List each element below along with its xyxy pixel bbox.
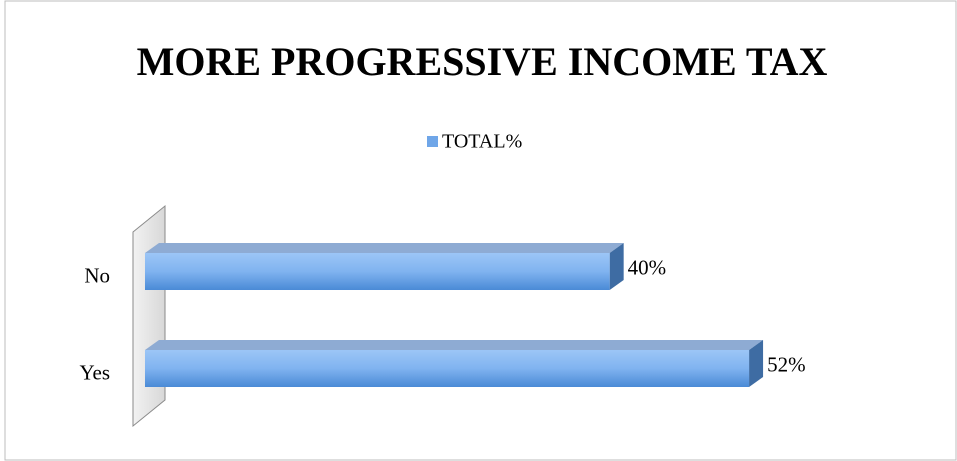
y-tick-label: Yes [79,360,110,384]
chart-title: MORE PROGRESSIVE INCOME TAX [137,39,828,84]
legend-swatch [427,136,438,147]
bar [145,253,610,290]
data-label: 40% [628,255,667,279]
bar-end [609,243,624,290]
side-wall [132,204,166,428]
y-tick-label: No [84,263,110,287]
bar-top [145,243,624,253]
data-label: 52% [767,352,806,376]
bar-top [145,340,764,350]
bar-end [749,340,764,387]
legend-label: TOTAL% [442,131,522,153]
bar [145,350,750,387]
